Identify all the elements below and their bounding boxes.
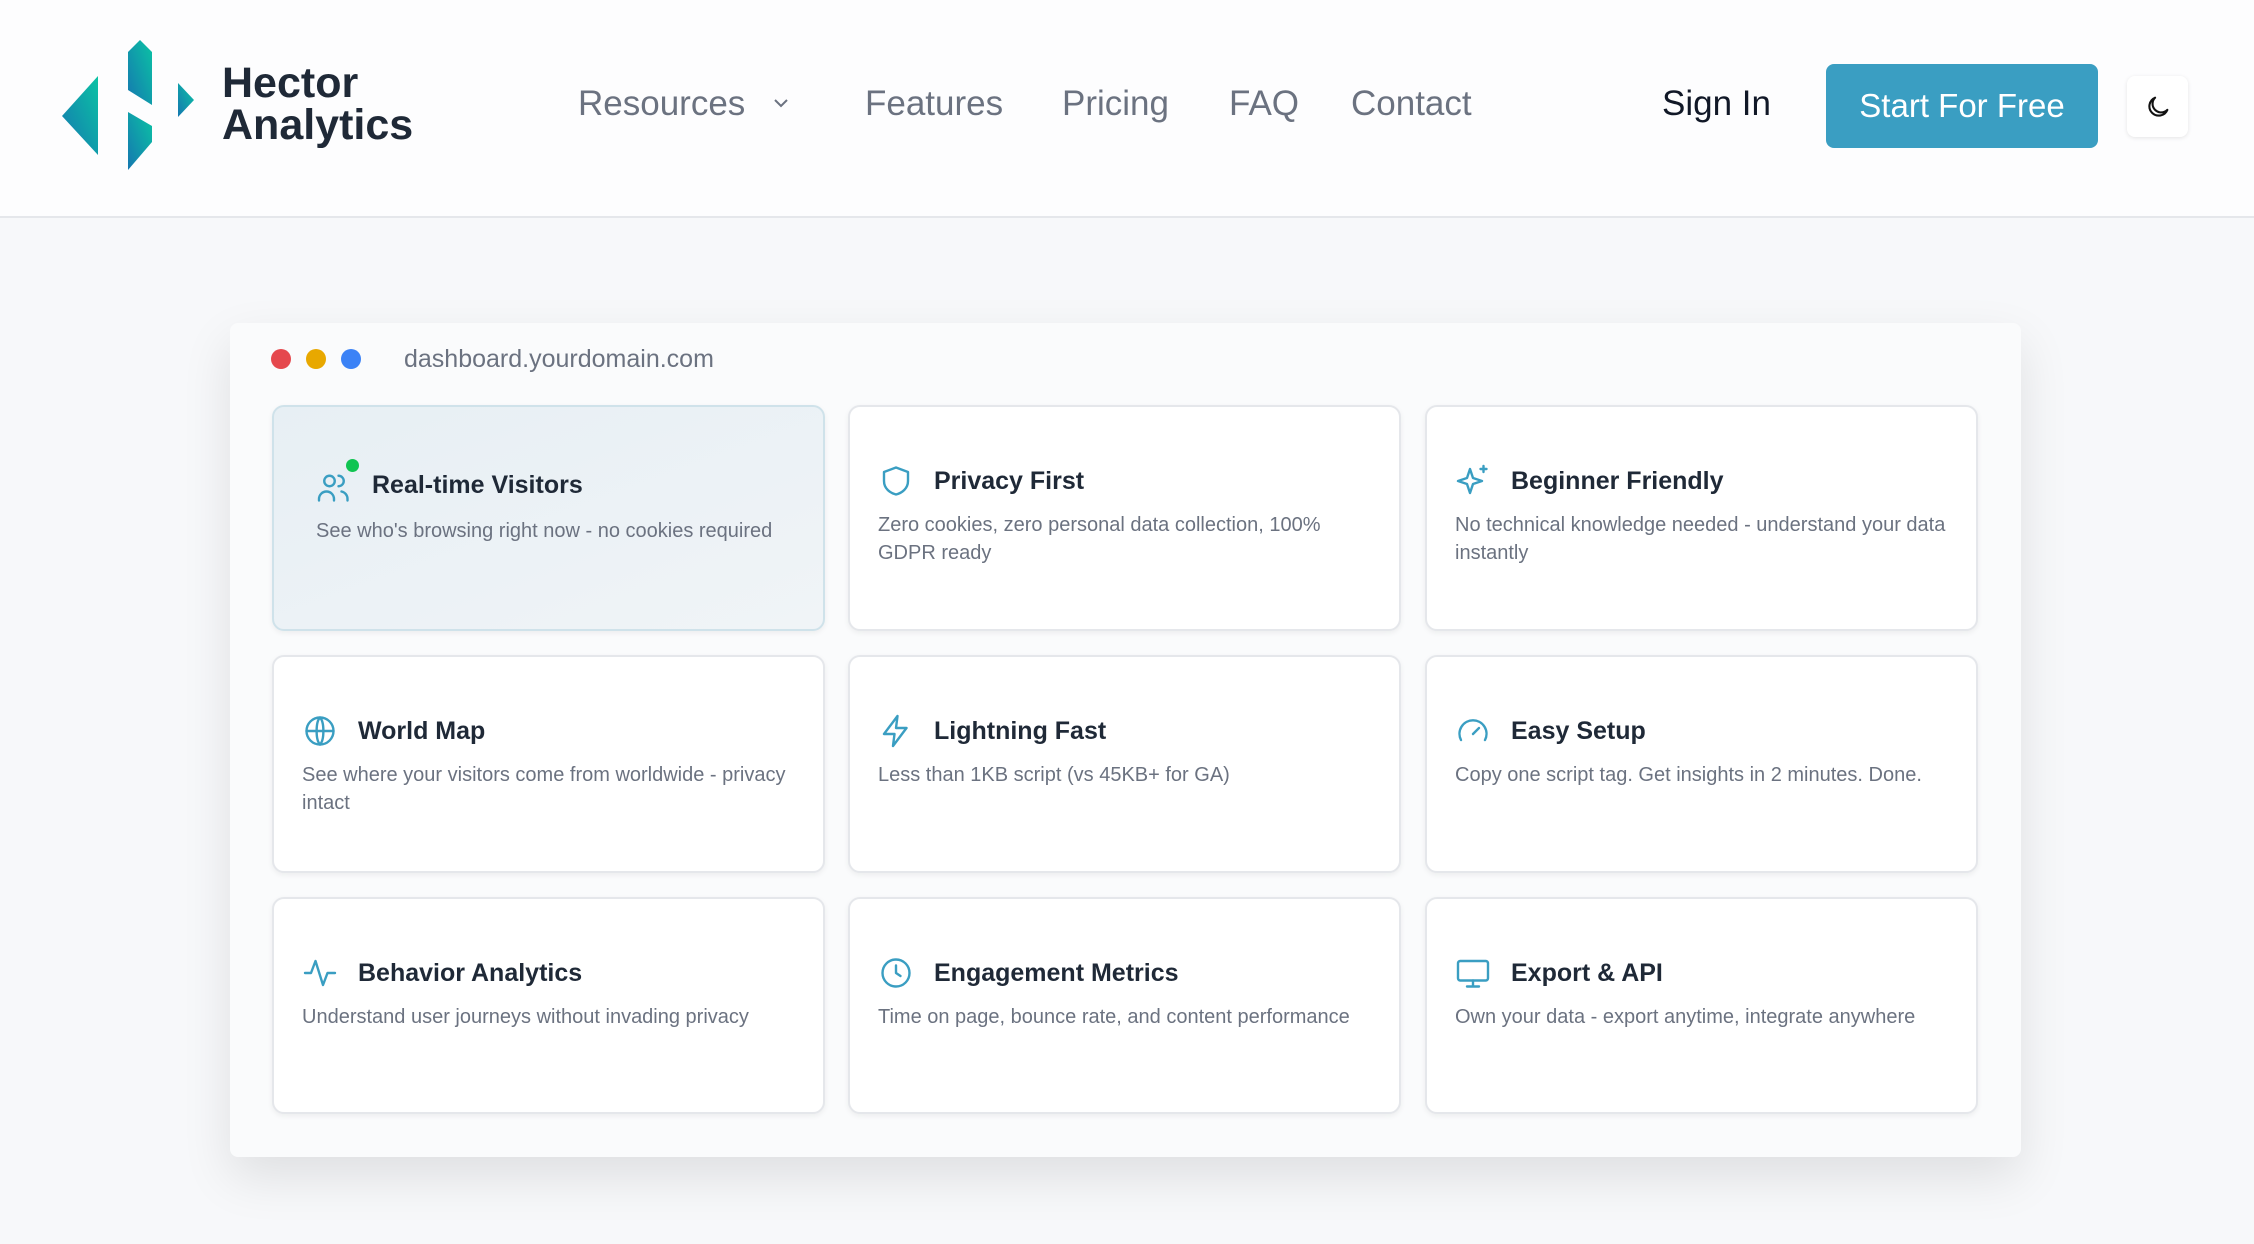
live-indicator [346, 459, 359, 472]
feature-description: See who's browsing right now - no cookie… [316, 520, 773, 542]
brand-line1: Hector [222, 59, 359, 107]
hector-logo-icon[interactable] [60, 38, 205, 174]
feature-card[interactable]: Privacy First Zero cookies, zero personal… [848, 405, 1401, 631]
feature-title: Easy Setup [1511, 717, 1646, 745]
feature-card[interactable]: World Map See where your visitors come fr… [272, 655, 825, 873]
sign-in-link[interactable]: Sign In [1662, 84, 1771, 123]
window-dot-yellow [306, 349, 326, 369]
feature-card[interactable]: Behavior Analytics Understand user journe… [272, 897, 825, 1114]
feature-description: Time on page, bounce rate, and content p… [878, 1006, 1350, 1028]
feature-title: Behavior Analytics [358, 959, 583, 987]
start-for-free-button[interactable]: Start For Free [1826, 64, 2098, 148]
brand-line2: Analytics [222, 101, 414, 149]
feature-title: Real-time Visitors [372, 471, 583, 499]
window-url: dashboard.yourdomain.com [404, 345, 714, 373]
feature-description: Copy one script tag. Get insights in 2 m… [1455, 764, 1922, 786]
nav-resources[interactable]: Resources [578, 84, 746, 123]
sparkles-icon [1456, 464, 1488, 495]
chevron-down-icon[interactable] [772, 94, 790, 112]
feature-title: Engagement Metrics [934, 959, 1179, 987]
feature-title: Beginner Friendly [1511, 467, 1724, 495]
users-icon [317, 474, 349, 502]
feature-card[interactable]: Engagement Metrics Time on page, bounce r… [848, 897, 1401, 1114]
feature-card[interactable]: Lightning Fast Less than 1KB script (vs 4… [848, 655, 1401, 873]
feature-title: Privacy First [934, 467, 1085, 495]
monitor-icon [1456, 959, 1490, 988]
feature-description: Less than 1KB script (vs 45KB+ for GA) [878, 764, 1230, 786]
feature-description: Own your data - export anytime, integrat… [1455, 1006, 1916, 1028]
window-dot-blue [341, 349, 361, 369]
nav-pricing[interactable]: Pricing [1062, 84, 1169, 123]
shield-icon [882, 466, 910, 496]
nav-features[interactable]: Features [865, 84, 1004, 123]
feature-card[interactable]: Export & API Own your data - export anyti… [1425, 897, 1978, 1114]
feature-title: World Map [358, 717, 486, 745]
feature-title: Lightning Fast [934, 717, 1107, 745]
window-dot-red [271, 349, 291, 369]
feature-description: No technical knowledge needed - understa… [1455, 514, 1946, 564]
nav-contact[interactable]: Contact [1351, 84, 1472, 123]
lightning-icon [882, 714, 908, 748]
feature-description: Zero cookies, zero personal data collect… [878, 514, 1321, 564]
brand-name[interactable]: Hector Analytics [222, 59, 414, 149]
globe-icon [305, 716, 335, 746]
feature-description: See where your visitors come from worldw… [302, 764, 786, 814]
site-header: Hector Analytics Resources Features Prici… [0, 0, 2254, 218]
activity-icon [303, 959, 337, 987]
feature-card[interactable]: Real-time Visitors See who's browsing rig… [272, 405, 825, 631]
feature-card[interactable]: Easy Setup Copy one script tag. Get insig… [1425, 655, 1978, 873]
feature-title: Export & API [1511, 959, 1663, 987]
theme-toggle-button[interactable] [2127, 76, 2188, 137]
gauge-icon [1458, 719, 1488, 742]
clock-icon [881, 958, 911, 988]
moon-icon [2147, 96, 2168, 117]
nav-faq[interactable]: FAQ [1229, 84, 1300, 123]
feature-description: Understand user journeys without invadin… [302, 1006, 749, 1028]
feature-card[interactable]: Beginner Friendly No technical knowledge … [1425, 405, 1978, 631]
